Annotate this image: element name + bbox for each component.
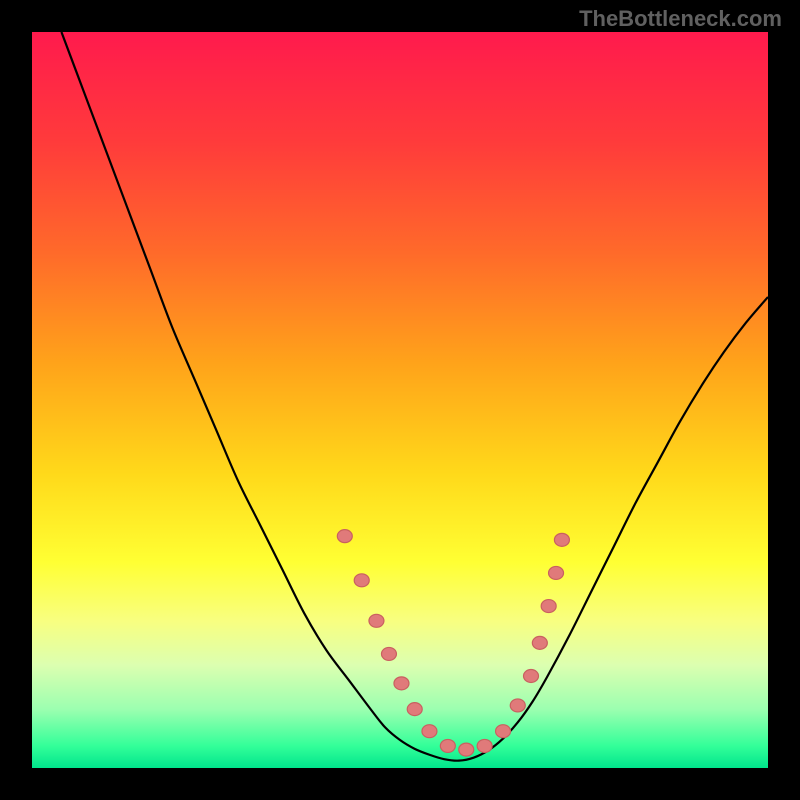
curve-marker bbox=[510, 699, 525, 712]
curve-marker bbox=[407, 703, 422, 716]
watermark-text: TheBottleneck.com bbox=[579, 6, 782, 32]
curve-marker bbox=[354, 574, 369, 587]
curve-marker bbox=[459, 743, 474, 756]
curve-marker bbox=[477, 739, 492, 752]
curve-marker bbox=[541, 600, 556, 613]
plot-area bbox=[32, 32, 768, 768]
curve-marker bbox=[554, 533, 569, 546]
curve-marker bbox=[394, 677, 409, 690]
curve-marker bbox=[496, 725, 511, 738]
curve-marker bbox=[440, 739, 455, 752]
curve-marker bbox=[549, 566, 564, 579]
curve-marker bbox=[532, 636, 547, 649]
curve-marker bbox=[422, 725, 437, 738]
curve-marker bbox=[381, 647, 396, 660]
curve-marker bbox=[369, 614, 384, 627]
curve-marker bbox=[524, 670, 539, 683]
chart-svg bbox=[32, 32, 768, 768]
gradient-background bbox=[32, 32, 768, 768]
curve-marker bbox=[337, 530, 352, 543]
